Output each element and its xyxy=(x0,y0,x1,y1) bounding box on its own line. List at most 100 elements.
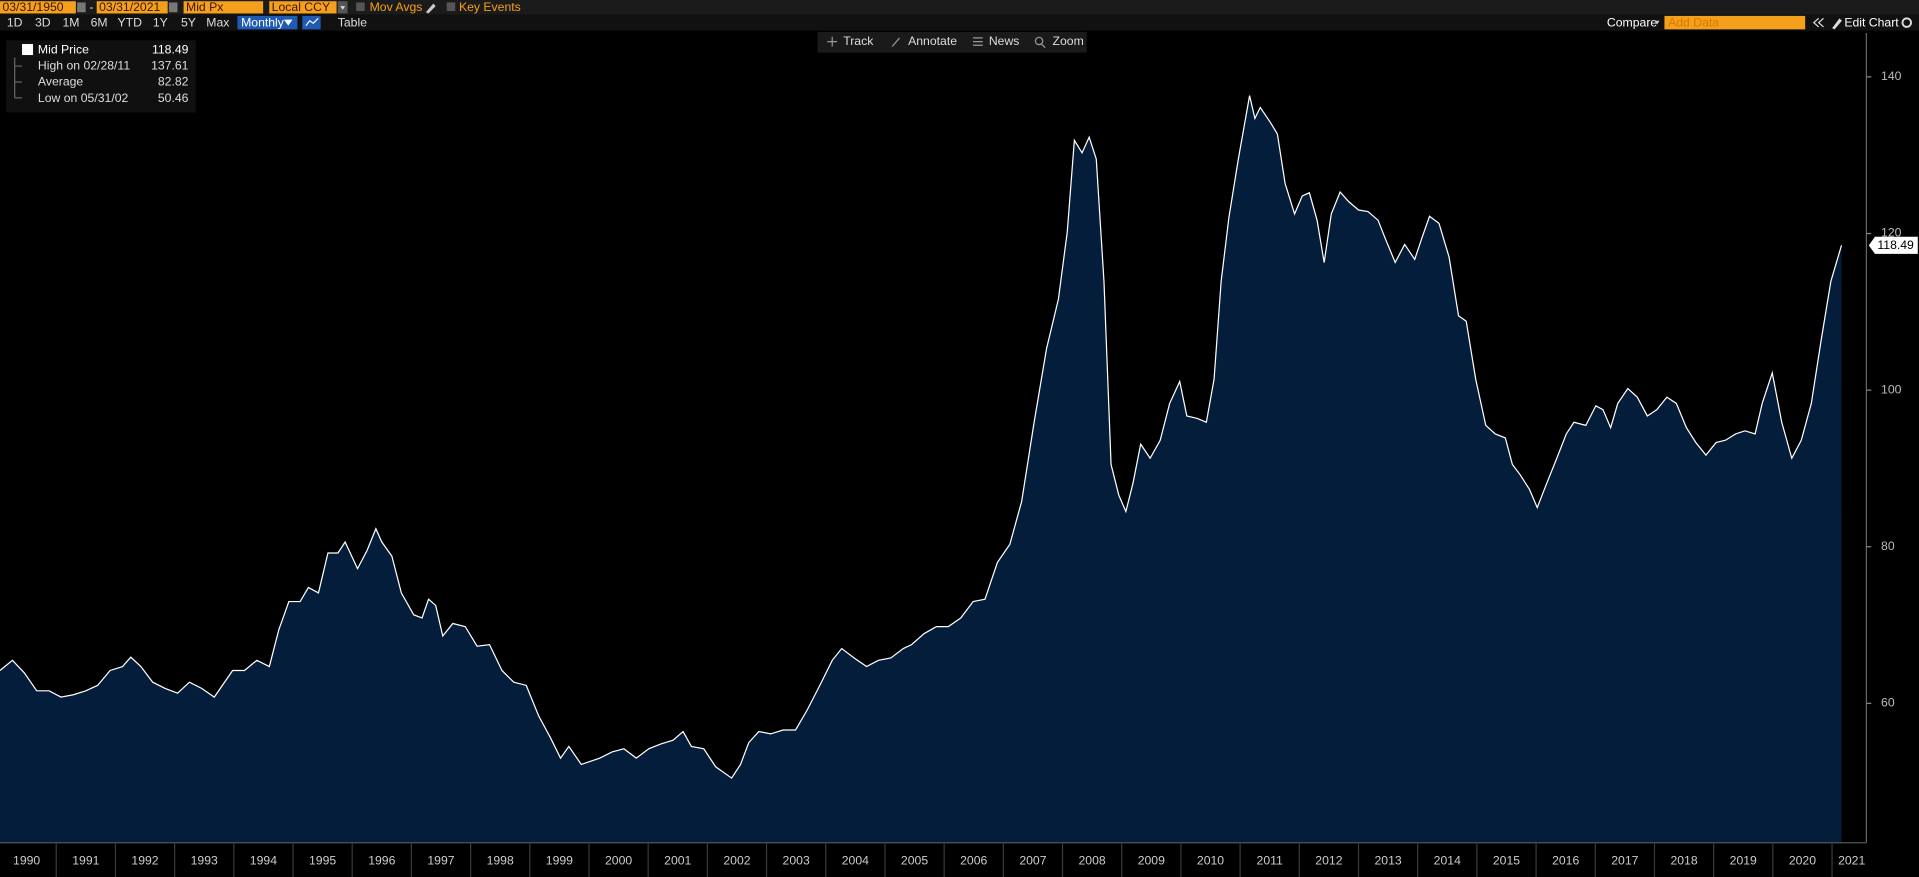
toolbar-row-2 xyxy=(0,14,1919,31)
x-tick-label: 2018 xyxy=(1670,853,1697,867)
period-button[interactable]: 6M xyxy=(91,15,108,29)
period-button[interactable]: 1M xyxy=(62,15,79,29)
tool-icon xyxy=(1034,36,1046,49)
period-button[interactable]: Max xyxy=(206,15,229,29)
x-tick-label: 2006 xyxy=(960,853,987,867)
toolbar-row-1 xyxy=(0,0,1919,15)
compare-arrow xyxy=(1654,20,1660,25)
x-tick-label: 2020 xyxy=(1789,853,1816,867)
x-tick-label: 2012 xyxy=(1315,853,1342,867)
input-box[interactable] xyxy=(96,1,168,14)
last-value-label: 118.49 xyxy=(1877,238,1914,252)
compare-button[interactable]: Compare xyxy=(1607,15,1657,29)
y-tick-label: 60 xyxy=(1881,696,1895,710)
x-tick-label: 2008 xyxy=(1079,853,1106,867)
x-tick-label: 2009 xyxy=(1138,853,1165,867)
x-tick-label: 1998 xyxy=(487,853,514,867)
tool-icon xyxy=(827,36,838,47)
period-button[interactable]: 1D xyxy=(7,15,23,29)
x-tick-label: 1995 xyxy=(309,853,336,867)
x-tick-label: 1996 xyxy=(368,853,395,867)
mov-avgs-toggle[interactable]: Mov Avgs xyxy=(370,0,423,14)
x-tick-label: 1990 xyxy=(13,853,40,867)
legend-stat-label: Low on 05/31/02 xyxy=(38,91,129,105)
x-tick-label: 2013 xyxy=(1374,853,1401,867)
x-tick-label: 1999 xyxy=(546,853,573,867)
y-tick-label: 100 xyxy=(1881,382,1902,396)
x-tick-label: 2017 xyxy=(1611,853,1638,867)
x-axis-band xyxy=(0,842,1919,877)
y-tick-label: 80 xyxy=(1881,539,1895,553)
period-button[interactable]: YTD xyxy=(118,15,143,29)
tool-button[interactable]: Annotate xyxy=(908,34,957,48)
legend-stat-value: 137.61 xyxy=(151,58,189,72)
checkbox[interactable] xyxy=(356,2,365,12)
input-box[interactable] xyxy=(0,1,76,14)
input-box[interactable] xyxy=(183,1,264,14)
legend-stat-value: 82.82 xyxy=(158,75,189,89)
tools-bar xyxy=(817,31,1087,53)
legend-tree xyxy=(14,57,23,99)
period-button[interactable]: 5Y xyxy=(181,15,196,29)
x-tick-label: 2016 xyxy=(1552,853,1579,867)
x-tick-label: 1991 xyxy=(72,853,99,867)
frequency-select[interactable]: Monthly xyxy=(241,15,285,29)
x-tick-label: 1993 xyxy=(191,853,218,867)
period-button[interactable]: 3D xyxy=(35,15,51,29)
frequency-select-bg[interactable] xyxy=(237,15,298,30)
end-date[interactable]: 03/31/2021 xyxy=(99,0,160,14)
settings-icon[interactable] xyxy=(1901,17,1913,28)
x-tick-label: 2015 xyxy=(1493,853,1520,867)
currency-select[interactable]: Local CCY xyxy=(272,0,330,14)
x-tick-label: 2000 xyxy=(605,853,632,867)
tool-button[interactable]: News xyxy=(989,34,1020,48)
x-tick-label: 1997 xyxy=(427,853,454,867)
legend-swatch xyxy=(22,44,34,56)
price-line xyxy=(0,95,1843,779)
key-events-toggle[interactable]: Key Events xyxy=(459,0,521,14)
table-button[interactable]: Table xyxy=(338,15,367,29)
calendar-icon[interactable] xyxy=(168,2,178,13)
add-data-box[interactable] xyxy=(1664,15,1806,30)
input-box[interactable] xyxy=(269,1,337,14)
x-tick-label: 2005 xyxy=(901,853,928,867)
x-tick-label: 1994 xyxy=(250,853,277,867)
frequency-arrow xyxy=(283,19,293,26)
price-area xyxy=(0,95,1842,843)
date-separator: - xyxy=(89,0,93,14)
x-tick-label: 2007 xyxy=(1019,853,1046,867)
tool-button[interactable]: Zoom xyxy=(1053,34,1084,48)
legend-stat-label: Average xyxy=(38,75,84,89)
chart-type-icon xyxy=(305,17,319,27)
x-tick-label: 2021 xyxy=(1838,853,1865,867)
edit-icon xyxy=(1832,18,1842,30)
legend-last-value: 118.49 xyxy=(152,42,189,56)
collapse-icon[interactable] xyxy=(1812,17,1824,28)
tool-icon xyxy=(891,37,900,47)
x-tick-label: 2010 xyxy=(1197,853,1224,867)
field-select[interactable]: Mid Px xyxy=(186,0,223,14)
x-tick-label: 1992 xyxy=(131,853,158,867)
x-tick-label: 2019 xyxy=(1730,853,1757,867)
y-tick-label: 120 xyxy=(1881,226,1902,240)
legend-stat-value: 50.46 xyxy=(158,91,189,105)
add-data-input[interactable]: Add Data xyxy=(1668,15,1719,29)
pencil-icon xyxy=(425,3,436,14)
tool-button[interactable]: Track xyxy=(843,34,874,48)
period-button[interactable]: 1Y xyxy=(153,15,168,29)
y-tick-label: 140 xyxy=(1881,69,1902,83)
x-tick-label: 2004 xyxy=(842,853,869,867)
calendar-icon[interactable] xyxy=(77,2,86,13)
start-date[interactable]: 03/31/1950 xyxy=(2,0,63,14)
last-value-tag xyxy=(1868,236,1918,254)
dropdown-arrow xyxy=(340,6,346,10)
checkbox[interactable] xyxy=(446,2,456,12)
edit-chart-button[interactable]: Edit Chart xyxy=(1844,15,1899,29)
x-tick-label: 2002 xyxy=(723,853,750,867)
tool-icon xyxy=(972,37,983,46)
x-tick-label: 2003 xyxy=(783,853,810,867)
legend-series-name: Mid Price xyxy=(38,42,89,56)
x-tick-label: 2014 xyxy=(1434,853,1461,867)
